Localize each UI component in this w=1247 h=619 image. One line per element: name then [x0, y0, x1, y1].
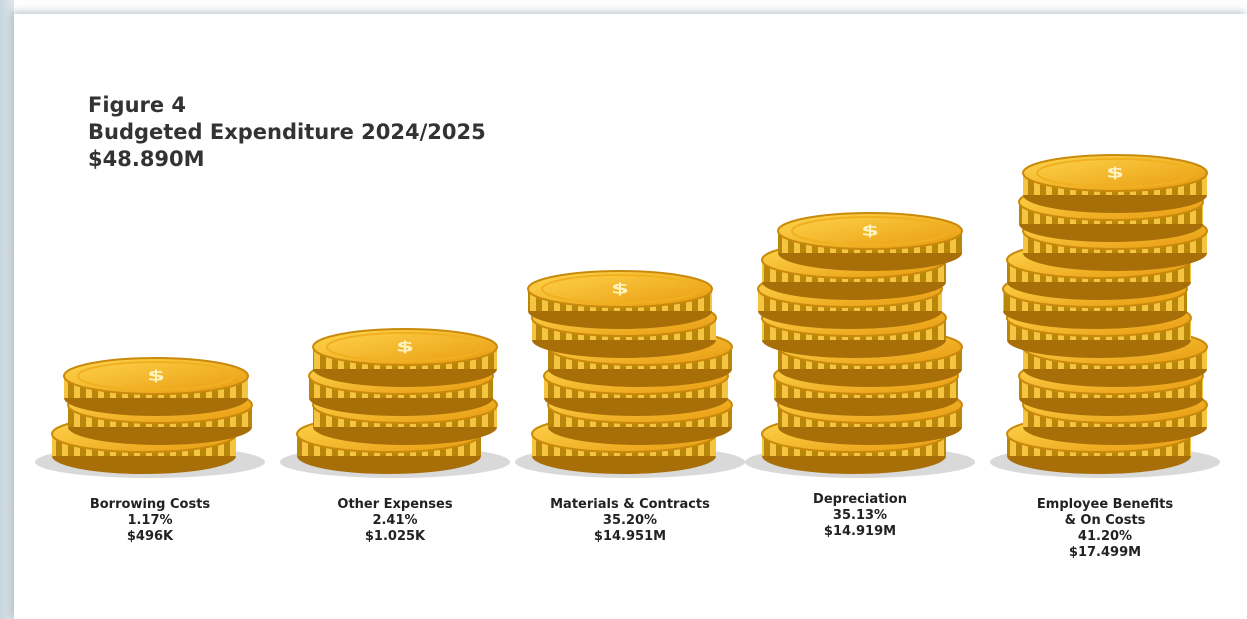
item-percent: 41.20%	[1077, 529, 1133, 544]
item-amount: $14.951M	[593, 529, 667, 544]
dollar-sign: $	[861, 222, 879, 238]
coin-inner	[77, 361, 235, 391]
item-name: Other Expenses	[337, 497, 453, 512]
coin-face	[777, 212, 963, 250]
item-label: Materials & Contracts 35.20% $14.951M	[545, 497, 715, 545]
coin-face	[1022, 154, 1208, 192]
coin-face	[312, 328, 498, 366]
item-percent: 2.41%	[372, 513, 418, 528]
item-label: Depreciation 35.13% $14.919M	[775, 492, 945, 540]
item-name: Borrowing Costs	[89, 497, 211, 512]
figure-title: Budgeted Expenditure 2024/2025	[88, 120, 486, 144]
figure-total: $48.890M	[88, 147, 205, 171]
coin-inner	[1036, 158, 1194, 188]
coin-inner	[326, 332, 484, 362]
item-amount: $496K	[126, 529, 174, 544]
title-block: Figure 4 Budgeted Expenditure 2024/2025 …	[88, 92, 486, 173]
coin-face	[63, 357, 249, 395]
item-label: Employee Benefits & On Costs 41.20% $17.49…	[1030, 497, 1180, 561]
coin-inner	[791, 216, 949, 246]
coin-inner	[541, 274, 699, 304]
coin-face	[527, 270, 713, 308]
item-label: Borrowing Costs 1.17% $496K	[65, 497, 235, 545]
item-label: Other Expenses 2.41% $1.025K	[310, 497, 480, 545]
item-amount: $1.025K	[364, 529, 426, 544]
item-amount: $14.919M	[823, 524, 897, 539]
dollar-sign: $	[1106, 164, 1124, 180]
item-name: Employee Benefits & On Costs	[1036, 497, 1174, 528]
item-amount: $17.499M	[1068, 545, 1142, 560]
dollar-sign: $	[611, 280, 629, 296]
item-name: Depreciation	[813, 492, 907, 507]
item-percent: 1.17%	[127, 513, 173, 528]
figure-label: Figure 4	[88, 93, 187, 117]
dollar-sign: $	[396, 338, 414, 354]
item-name: Materials & Contracts	[550, 497, 710, 512]
dollar-sign: $	[147, 367, 165, 383]
item-percent: 35.20%	[602, 513, 658, 528]
item-percent: 35.13%	[832, 508, 888, 523]
